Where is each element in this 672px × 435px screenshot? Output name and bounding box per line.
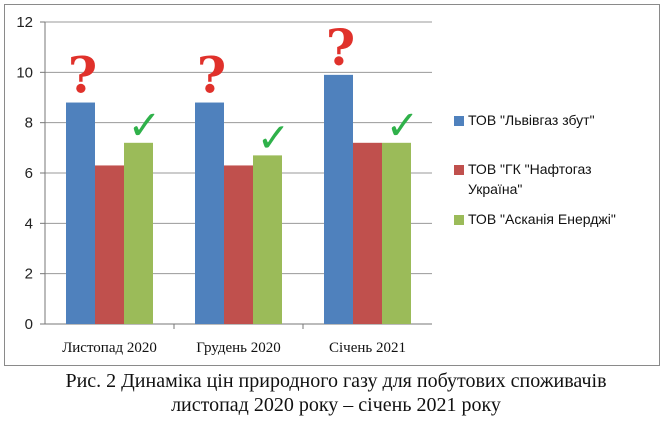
question-mark-annotation: ? <box>68 46 97 105</box>
caption-line-2: листопад 2020 року – січень 2021 року <box>171 394 501 416</box>
legend-label: ТОВ "Львівгаз збут" <box>468 112 595 128</box>
chart: 0 2 4 6 8 10 12? ✓ Листопад 2020? ✓ Грудень 2020? ✓… <box>16 14 616 356</box>
y-tick-label: 6 <box>25 165 33 182</box>
bar <box>382 142 411 324</box>
bar <box>324 74 353 324</box>
bar <box>353 142 382 324</box>
x-tick-label: Грудень 2020 <box>196 340 281 356</box>
bar <box>253 155 282 324</box>
legend-label: ТОВ "ГК "Нафтогаз <box>468 161 592 177</box>
bar <box>66 102 95 325</box>
question-mark-annotation: ? <box>326 18 355 77</box>
bar <box>224 165 253 324</box>
caption-line-1: Рис. 2 Динаміка цін природного газу для … <box>65 370 607 392</box>
check-mark-annotation: ✓ <box>128 103 162 149</box>
legend-label: ТОВ "Асканія Енерджі" <box>468 211 616 227</box>
y-tick-label: 12 <box>16 14 33 31</box>
legend-label: Україна" <box>468 181 522 197</box>
check-mark-annotation: ✓ <box>257 115 291 161</box>
y-tick-label: 2 <box>25 266 33 283</box>
legend-swatch <box>454 165 464 175</box>
bar <box>124 142 153 324</box>
bar <box>95 165 124 324</box>
y-tick-label: 4 <box>25 215 33 232</box>
x-tick-label: Січень 2021 <box>329 340 406 356</box>
legend-swatch <box>454 116 464 126</box>
y-tick-label: 8 <box>25 115 33 132</box>
bar <box>195 102 224 325</box>
y-tick-label: 10 <box>16 64 33 81</box>
check-mark-annotation: ✓ <box>386 103 420 149</box>
question-mark-annotation: ? <box>197 46 226 105</box>
x-tick-label: Листопад 2020 <box>62 340 157 356</box>
legend-swatch <box>454 215 464 225</box>
figure-caption: Рис. 2 Динаміка цін природного газу для … <box>0 369 672 417</box>
y-tick-label: 0 <box>25 316 33 333</box>
